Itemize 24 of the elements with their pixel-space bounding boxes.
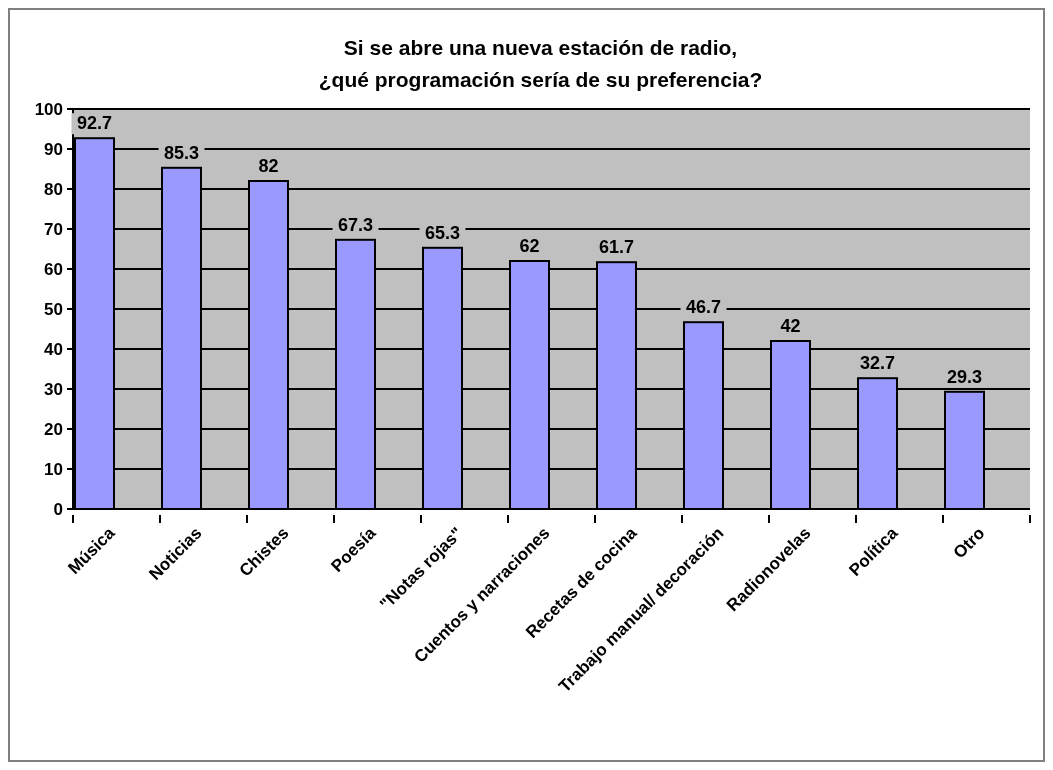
- y-tick-label: 70: [44, 220, 63, 240]
- y-tick-label: 10: [44, 460, 63, 480]
- data-label: 42: [780, 316, 801, 336]
- chart-title: Si se abre una nueva estación de radio, ¿qué programación sería de su preferencia?: [317, 35, 764, 93]
- data-label: 46.7: [685, 297, 722, 318]
- data-label: 85.3: [163, 142, 200, 163]
- data-label: 67.3: [337, 214, 374, 235]
- y-tick-label: 100: [34, 100, 63, 120]
- y-tick-label: 40: [44, 340, 63, 360]
- y-tick-label: 30: [44, 380, 63, 400]
- data-label: 29.3: [946, 366, 983, 387]
- data-label: 62: [519, 236, 540, 256]
- data-label: 82: [258, 156, 279, 176]
- x-tick-label: Otro: [949, 523, 989, 563]
- y-tick-label: 50: [44, 300, 63, 320]
- data-label: 32.7: [859, 353, 896, 374]
- y-tick-label: 90: [44, 140, 63, 160]
- y-tick-label: 20: [44, 420, 63, 440]
- data-label: 92.7: [76, 113, 113, 134]
- y-tick-label: 80: [44, 180, 63, 200]
- data-label: 61.7: [598, 237, 635, 258]
- y-tick-label: 60: [44, 260, 63, 280]
- data-label: 65.3: [424, 222, 461, 243]
- y-tick-label: 0: [53, 500, 63, 520]
